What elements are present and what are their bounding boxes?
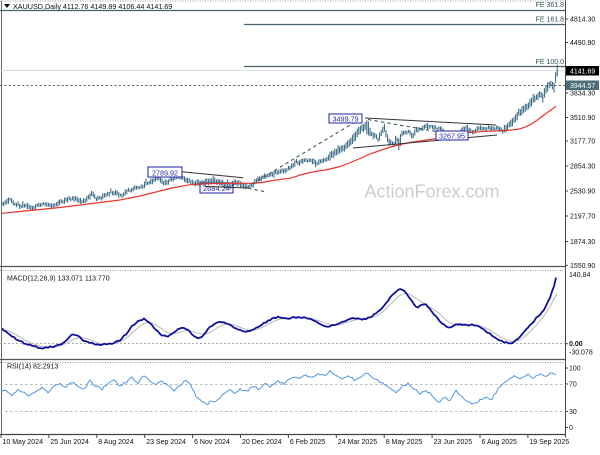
svg-text:140.84: 140.84	[569, 272, 591, 279]
svg-text:-30.078: -30.078	[569, 350, 593, 357]
svg-text:XAUUSD,Daily 4112.76 4149.89: XAUUSD,Daily 4112.76 4149.89 4106.44 414…	[13, 2, 172, 11]
svg-text:20 Dec 2024: 20 Dec 2024	[242, 439, 282, 446]
svg-text:0.00: 0.00	[569, 341, 583, 348]
svg-text:2530.90: 2530.90	[570, 189, 595, 196]
svg-text:2854.30: 2854.30	[570, 164, 595, 171]
svg-text:23 Jun 2025: 23 Jun 2025	[434, 439, 473, 446]
svg-text:3510.90: 3510.90	[570, 115, 595, 122]
svg-text:10 May 2024: 10 May 2024	[3, 439, 44, 446]
svg-text:25 Jun 2024: 25 Jun 2024	[50, 439, 89, 446]
svg-text:6 Nov 2024: 6 Nov 2024	[194, 439, 230, 446]
svg-text:6 Aug 2025: 6 Aug 2025	[482, 439, 518, 446]
svg-text:2684.24: 2684.24	[203, 184, 230, 193]
svg-text:24 Mar 2025: 24 Mar 2025	[338, 439, 377, 446]
svg-text:4141.69: 4141.69	[570, 69, 595, 76]
svg-text:100: 100	[569, 366, 581, 373]
svg-text:RSI(14) 82.2913: RSI(14) 82.2913	[7, 364, 58, 371]
svg-text:0: 0	[569, 425, 573, 432]
svg-text:FE 161.8: FE 161.8	[536, 17, 565, 24]
svg-text:8 May 2025: 8 May 2025	[386, 439, 423, 446]
svg-text:2197.70: 2197.70	[570, 214, 595, 221]
svg-text:30: 30	[569, 409, 577, 416]
svg-text:3944.57: 3944.57	[570, 83, 595, 90]
svg-text:23 Sep 2024: 23 Sep 2024	[146, 439, 186, 446]
svg-text:FE 100.0: FE 100.0	[536, 59, 565, 66]
svg-text:2789.92: 2789.92	[152, 168, 178, 177]
svg-text:ActionForex.com: ActionForex.com	[364, 182, 499, 202]
svg-text:6 Feb 2025: 6 Feb 2025	[290, 439, 326, 446]
svg-text:3177.70: 3177.70	[570, 139, 595, 146]
svg-text:19 Sep 2025: 19 Sep 2025	[529, 439, 569, 446]
svg-text:1550.90: 1550.90	[570, 263, 595, 270]
svg-text:MACD(12,26,9) 133.071 113.770: MACD(12,26,9) 133.071 113.770	[7, 276, 110, 283]
svg-text:70: 70	[569, 382, 577, 389]
svg-text:1874.30: 1874.30	[570, 239, 595, 246]
svg-text:3834.30: 3834.30	[570, 91, 595, 98]
svg-text:3499.79: 3499.79	[333, 114, 359, 123]
svg-text:3267.95: 3267.95	[439, 131, 465, 140]
svg-text:4814.30: 4814.30	[570, 17, 595, 24]
svg-text:4490.90: 4490.90	[570, 40, 595, 47]
svg-text:FE 361.8: FE 361.8	[536, 2, 565, 9]
svg-text:8 Aug 2024: 8 Aug 2024	[98, 439, 134, 446]
